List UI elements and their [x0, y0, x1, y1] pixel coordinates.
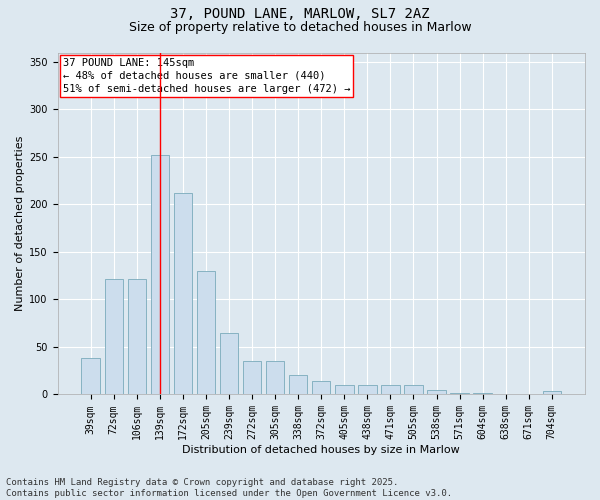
- Bar: [542, 390, 561, 394]
- Bar: [220, 332, 238, 394]
- Bar: [128, 278, 146, 394]
- Bar: [451, 392, 469, 394]
- Text: Contains HM Land Registry data © Crown copyright and database right 2025.
Contai: Contains HM Land Registry data © Crown c…: [6, 478, 452, 498]
- Text: 37 POUND LANE: 145sqm
← 48% of detached houses are smaller (440)
51% of semi-det: 37 POUND LANE: 145sqm ← 48% of detached …: [63, 58, 350, 94]
- Text: 37, POUND LANE, MARLOW, SL7 2AZ: 37, POUND LANE, MARLOW, SL7 2AZ: [170, 8, 430, 22]
- Bar: [404, 385, 422, 394]
- Text: Size of property relative to detached houses in Marlow: Size of property relative to detached ho…: [128, 21, 472, 34]
- Bar: [335, 385, 353, 394]
- Bar: [473, 392, 492, 394]
- Bar: [289, 374, 307, 394]
- X-axis label: Distribution of detached houses by size in Marlow: Distribution of detached houses by size …: [182, 445, 460, 455]
- Bar: [427, 390, 446, 394]
- Bar: [197, 271, 215, 394]
- Bar: [82, 358, 100, 394]
- Bar: [312, 381, 331, 394]
- Bar: [381, 385, 400, 394]
- Y-axis label: Number of detached properties: Number of detached properties: [15, 136, 25, 311]
- Bar: [174, 193, 192, 394]
- Bar: [151, 155, 169, 394]
- Bar: [104, 278, 123, 394]
- Bar: [266, 361, 284, 394]
- Bar: [243, 361, 262, 394]
- Bar: [358, 385, 377, 394]
